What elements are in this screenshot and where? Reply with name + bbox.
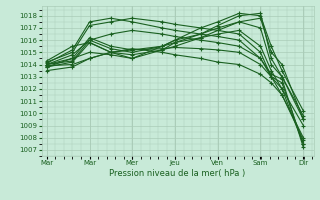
X-axis label: Pression niveau de la mer( hPa ): Pression niveau de la mer( hPa ) [109, 169, 246, 178]
